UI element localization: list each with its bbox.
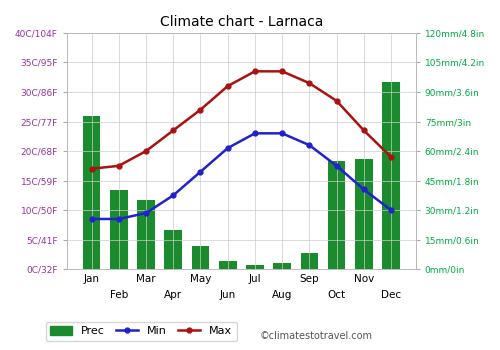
Text: Apr: Apr — [164, 290, 182, 300]
Text: Jun: Jun — [220, 290, 236, 300]
Bar — [274, 263, 291, 269]
Text: Dec: Dec — [381, 290, 401, 300]
Bar — [110, 190, 128, 269]
Bar — [300, 253, 318, 269]
Bar — [355, 159, 372, 269]
Text: ©climatestotravel.com: ©climatestotravel.com — [260, 331, 373, 341]
Bar — [219, 261, 236, 269]
Bar — [137, 200, 155, 269]
Title: Climate chart - Larnaca: Climate chart - Larnaca — [160, 15, 323, 29]
Bar — [382, 82, 400, 269]
Bar — [192, 246, 210, 269]
Bar — [328, 161, 345, 269]
Legend: Prec, Min, Max: Prec, Min, Max — [46, 322, 237, 341]
Bar — [83, 116, 100, 269]
Bar — [164, 230, 182, 269]
Text: Oct: Oct — [328, 290, 345, 300]
Text: Feb: Feb — [110, 290, 128, 300]
Text: Aug: Aug — [272, 290, 292, 300]
Bar — [246, 265, 264, 269]
